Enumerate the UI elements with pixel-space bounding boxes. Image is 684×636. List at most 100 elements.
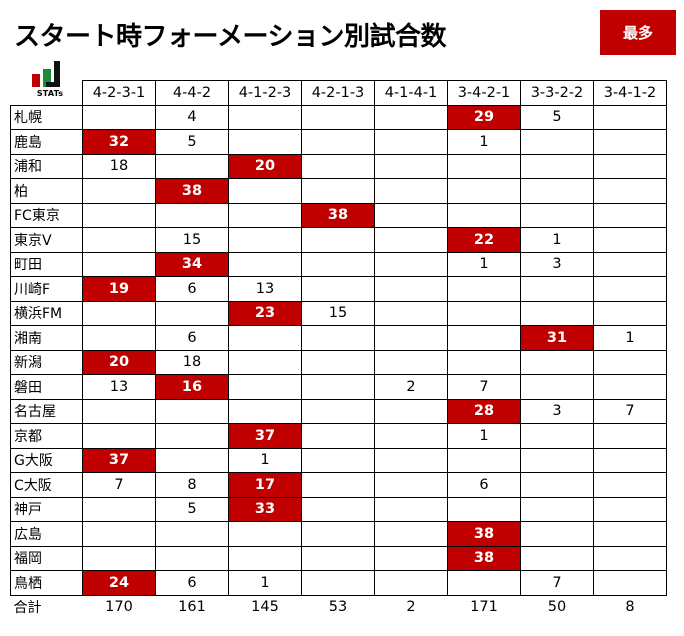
value-cell — [374, 398, 448, 424]
value-cell: 1 — [520, 227, 594, 253]
value-cell — [301, 374, 375, 400]
team-name: 福岡 — [10, 545, 83, 571]
max-value-cell: 38 — [301, 202, 375, 228]
value-cell — [593, 129, 667, 155]
value-cell — [374, 325, 448, 351]
max-value-cell: 17 — [228, 472, 302, 498]
formation-header: 3-4-1-2 — [593, 80, 667, 106]
value-cell: 18 — [155, 349, 229, 375]
value-cell — [520, 153, 594, 179]
value-cell — [520, 178, 594, 204]
team-name: 東京V — [10, 227, 83, 253]
team-name: 湘南 — [10, 325, 83, 351]
value-cell — [82, 251, 156, 277]
value-cell — [374, 178, 448, 204]
table-row: 京都 37 1 — [10, 423, 667, 449]
value-cell — [301, 398, 375, 424]
value-cell — [228, 349, 302, 375]
value-cell — [301, 104, 375, 130]
table-row: 鹿島 32 5 1 — [10, 129, 667, 155]
table-row: C大阪 7 8 17 6 — [10, 472, 667, 498]
value-cell — [155, 447, 229, 473]
value-cell — [374, 129, 448, 155]
value-cell — [155, 521, 229, 547]
value-cell — [593, 423, 667, 449]
value-cell — [374, 545, 448, 571]
value-cell — [520, 202, 594, 228]
value-cell — [301, 276, 375, 302]
value-cell — [593, 300, 667, 326]
table-row: 名古屋 28 3 7 — [10, 398, 667, 424]
value-cell: 18 — [82, 153, 156, 179]
value-cell — [520, 496, 594, 522]
total-value: 53 — [328, 599, 348, 616]
page-title: スタート時フォーメーション別試合数 — [14, 22, 446, 52]
value-cell — [520, 374, 594, 400]
team-name: 広島 — [10, 521, 83, 547]
totals-row: 合計 170 161 145 53 2 171 50 8 — [11, 595, 667, 619]
value-cell — [155, 545, 229, 571]
table-row: 神戸 5 33 — [10, 496, 667, 522]
value-cell — [593, 472, 667, 498]
value-cell: 7 — [82, 472, 156, 498]
value-cell: 15 — [301, 300, 375, 326]
value-cell — [301, 153, 375, 179]
value-cell: 6 — [155, 325, 229, 351]
value-cell — [593, 153, 667, 179]
value-cell — [301, 472, 375, 498]
formation-header: 3-3-2-2 — [520, 80, 594, 106]
table-row: 鳥栖 24 6 1 7 — [10, 570, 667, 596]
formation-header: 4-1-4-1 — [374, 80, 448, 106]
value-cell: 7 — [520, 570, 594, 596]
value-cell — [374, 423, 448, 449]
value-cell: 1 — [228, 570, 302, 596]
max-value-cell: 24 — [82, 570, 156, 596]
value-cell — [593, 178, 667, 204]
max-value-cell: 29 — [447, 104, 521, 130]
total-value: 170 — [105, 599, 133, 616]
value-cell — [520, 472, 594, 498]
value-cell — [593, 545, 667, 571]
formation-header: 4-4-2 — [155, 80, 229, 106]
value-cell — [82, 178, 156, 204]
legend-most-badge: 最多 — [600, 10, 676, 55]
total-value: 8 — [625, 599, 635, 616]
value-cell: 7 — [447, 374, 521, 400]
value-cell: 6 — [447, 472, 521, 498]
value-cell: 7 — [593, 398, 667, 424]
max-value-cell: 33 — [228, 496, 302, 522]
value-cell — [593, 251, 667, 277]
table-row: 町田 34 1 3 — [10, 251, 667, 277]
value-cell — [82, 545, 156, 571]
team-name: G大阪 — [10, 447, 83, 473]
value-cell — [228, 178, 302, 204]
team-name: 神戸 — [10, 496, 83, 522]
team-name: FC東京 — [10, 202, 83, 228]
max-value-cell: 20 — [82, 349, 156, 375]
value-cell — [228, 545, 302, 571]
value-cell — [447, 325, 521, 351]
table-row: 札幌 4 29 5 — [10, 104, 667, 130]
formation-header: 4-2-1-3 — [301, 80, 375, 106]
formation-table: 4-2-3-1 4-4-2 4-1-2-3 4-2-1-3 4-1-4-1 3-4-2-1… — [10, 80, 667, 619]
value-cell — [447, 276, 521, 302]
table-row: FC東京 38 — [10, 202, 667, 228]
value-cell — [520, 447, 594, 473]
value-cell — [228, 227, 302, 253]
max-value-cell: 19 — [82, 276, 156, 302]
value-cell — [301, 349, 375, 375]
table-row: 磐田 13 16 2 7 — [10, 374, 667, 400]
value-cell: 6 — [155, 570, 229, 596]
value-cell — [155, 423, 229, 449]
value-cell — [301, 496, 375, 522]
value-cell: 15 — [155, 227, 229, 253]
value-cell — [82, 496, 156, 522]
team-name: 新潟 — [10, 349, 83, 375]
value-cell — [520, 129, 594, 155]
value-cell — [447, 496, 521, 522]
value-cell — [228, 104, 302, 130]
value-cell — [82, 104, 156, 130]
team-name: 横浜FM — [10, 300, 83, 326]
value-cell — [82, 202, 156, 228]
value-cell — [301, 251, 375, 277]
